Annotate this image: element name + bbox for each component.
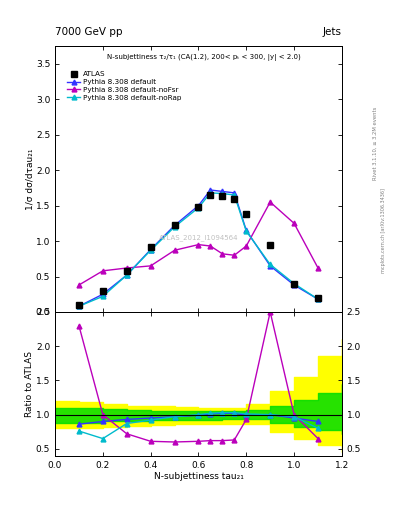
Line: ATLAS: ATLAS: [76, 192, 321, 308]
Pythia 8.308 default-noRap: [268, 262, 273, 268]
X-axis label: N-subjettiness tau₂₁: N-subjettiness tau₂₁: [154, 472, 243, 481]
Pythia 8.308 default-noFsr: [172, 247, 177, 253]
ATLAS: [292, 281, 296, 287]
Line: Pythia 8.308 default-noFsr: Pythia 8.308 default-noFsr: [77, 200, 320, 287]
ATLAS: [148, 244, 153, 250]
Pythia 8.308 default: [208, 187, 213, 193]
Pythia 8.308 default: [148, 246, 153, 252]
Pythia 8.308 default: [232, 190, 237, 196]
Text: ATLAS_2012_I1094564: ATLAS_2012_I1094564: [159, 234, 238, 241]
Pythia 8.308 default-noFsr: [101, 268, 105, 274]
Pythia 8.308 default: [292, 282, 296, 288]
Text: N-subjettiness τ₂/τ₁ (CA(1.2), 200< pₜ < 300, |y| < 2.0): N-subjettiness τ₂/τ₁ (CA(1.2), 200< pₜ <…: [107, 54, 300, 61]
Pythia 8.308 default-noRap: [208, 190, 213, 196]
Pythia 8.308 default: [172, 222, 177, 228]
Text: 7000 GeV pp: 7000 GeV pp: [55, 27, 123, 37]
ATLAS: [125, 268, 129, 274]
Pythia 8.308 default-noRap: [232, 192, 237, 198]
Text: mcplots.cern.ch [arXiv:1306.3436]: mcplots.cern.ch [arXiv:1306.3436]: [381, 188, 386, 273]
Pythia 8.308 default-noRap: [244, 228, 249, 234]
Pythia 8.308 default-noRap: [316, 296, 320, 302]
Line: Pythia 8.308 default: Pythia 8.308 default: [77, 187, 320, 309]
Pythia 8.308 default-noRap: [101, 293, 105, 300]
Pythia 8.308 default: [77, 303, 81, 309]
Pythia 8.308 default-noFsr: [292, 220, 296, 226]
Pythia 8.308 default: [196, 203, 201, 209]
ATLAS: [232, 196, 237, 202]
Pythia 8.308 default-noFsr: [232, 252, 237, 259]
Pythia 8.308 default-noRap: [125, 272, 129, 278]
Pythia 8.308 default-noRap: [220, 190, 225, 197]
ATLAS: [172, 222, 177, 228]
Pythia 8.308 default-noRap: [292, 281, 296, 287]
Pythia 8.308 default: [268, 263, 273, 269]
Pythia 8.308 default: [316, 296, 320, 302]
Pythia 8.308 default-noRap: [77, 303, 81, 309]
ATLAS: [316, 295, 320, 301]
ATLAS: [220, 194, 225, 200]
Pythia 8.308 default-noFsr: [148, 263, 153, 269]
Pythia 8.308 default-noRap: [196, 205, 201, 211]
Pythia 8.308 default-noFsr: [77, 282, 81, 288]
Pythia 8.308 default-noFsr: [268, 199, 273, 205]
Y-axis label: Ratio to ATLAS: Ratio to ATLAS: [26, 351, 35, 417]
Pythia 8.308 default-noFsr: [208, 243, 213, 249]
Pythia 8.308 default-noFsr: [244, 243, 249, 249]
Line: Pythia 8.308 default-noRap: Pythia 8.308 default-noRap: [77, 190, 320, 309]
Pythia 8.308 default-noRap: [172, 224, 177, 230]
Pythia 8.308 default: [101, 291, 105, 297]
ATLAS: [244, 211, 249, 217]
Pythia 8.308 default: [244, 227, 249, 233]
Pythia 8.308 default-noFsr: [220, 251, 225, 257]
Pythia 8.308 default-noFsr: [316, 265, 320, 271]
Legend: ATLAS, Pythia 8.308 default, Pythia 8.308 default-noFsr, Pythia 8.308 default-no: ATLAS, Pythia 8.308 default, Pythia 8.30…: [64, 68, 185, 104]
Pythia 8.308 default: [220, 188, 225, 195]
Pythia 8.308 default-noFsr: [125, 265, 129, 271]
ATLAS: [77, 302, 81, 308]
Pythia 8.308 default-noRap: [148, 247, 153, 253]
Text: Rivet 3.1.10, ≥ 3.2M events: Rivet 3.1.10, ≥ 3.2M events: [373, 106, 378, 180]
Y-axis label: 1/σ dσ/dτau₂₁: 1/σ dσ/dτau₂₁: [26, 148, 35, 210]
ATLAS: [268, 242, 273, 248]
ATLAS: [101, 288, 105, 294]
Pythia 8.308 default-noFsr: [196, 242, 201, 248]
ATLAS: [196, 204, 201, 210]
Text: Jets: Jets: [323, 27, 342, 37]
ATLAS: [208, 192, 213, 198]
Pythia 8.308 default: [125, 272, 129, 278]
